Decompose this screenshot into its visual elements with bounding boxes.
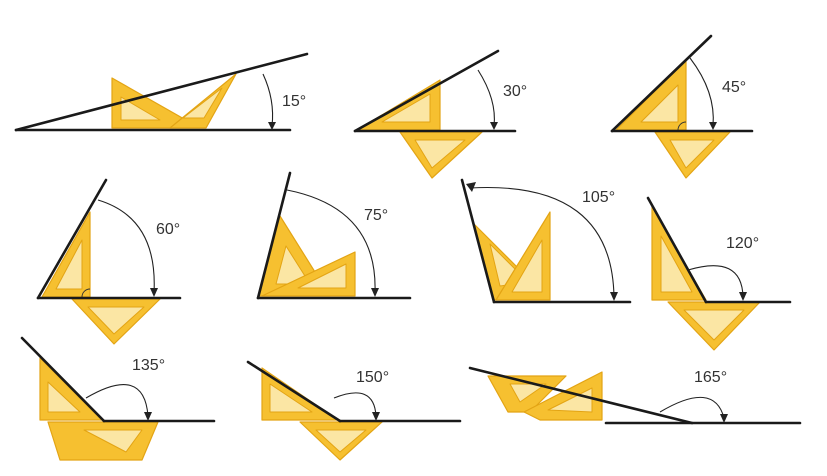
angle-arc [477,69,495,127]
arrow-head [490,122,498,130]
arrow-head [709,122,717,130]
arrow-head [739,292,747,301]
angle-label: 135° [132,357,165,374]
angle-label: 60° [156,221,180,238]
angle-ray [610,34,713,133]
set-square-30-60-lower [47,421,159,461]
set-square-30-60 [41,211,91,298]
right-angle-mark [81,288,91,298]
angle-ray [646,196,708,304]
angle-arc [85,384,149,417]
angle-arc [659,396,725,419]
angle-label: 30° [503,83,527,100]
angle-arc [286,189,376,294]
figure-45-degrees: 45° [610,34,754,179]
angle-ray [460,178,496,304]
set-square-45 [667,301,761,351]
angle-ray [256,171,292,300]
figure-150-degrees: 150° [246,360,462,461]
arrow-head [372,412,380,421]
right-angle-mark [677,121,687,131]
angle-arc [262,73,274,127]
figure-120-degrees: 120° [646,196,792,351]
set-square-45-lower [654,131,731,179]
set-square-45-lower [299,421,383,461]
arrow-head [144,412,152,421]
set-square-30-60 [523,371,603,421]
arrow-head [150,288,158,297]
angle-arc [687,265,744,298]
angle-arc [689,57,714,127]
figure-105-degrees: 105° [460,178,632,304]
angle-label: 165° [694,369,727,386]
angle-ray [36,178,108,300]
angle-ray [246,360,342,423]
angle-label: 45° [722,79,746,96]
set-square-45 [399,131,483,179]
angle-ray [20,336,106,423]
figure-60-degrees: 60° [36,178,182,345]
angle-label: 120° [726,235,759,252]
angle-ray [353,49,500,133]
set-square-45 [169,73,237,129]
angle-arc [97,199,155,294]
arrow-head [268,122,276,130]
angle-label: 150° [356,369,389,386]
set-square-30-60 [111,77,201,129]
angle-arc [333,392,377,417]
angle-label: 15° [282,93,306,110]
arrow-head [610,292,618,301]
figure-165-degrees: 165° [468,366,802,425]
arrow-head [371,288,379,297]
angle-ray [468,366,694,425]
figure-15-degrees: 15° [14,52,309,132]
set-square-45 [71,298,161,345]
set-square-30-60 [261,251,356,297]
arrow-head [720,414,728,423]
figure-135-degrees: 135° [20,336,216,461]
set-square-30-60 [495,211,551,301]
angle-label: 75° [364,207,388,224]
figure-75-degrees: 75° [256,171,412,300]
arrow-head-start [466,182,476,192]
angle-label: 105° [582,189,615,206]
angle-ray [14,52,309,132]
figure-30-degrees: 30° [353,49,527,179]
angle-arc [469,186,615,298]
